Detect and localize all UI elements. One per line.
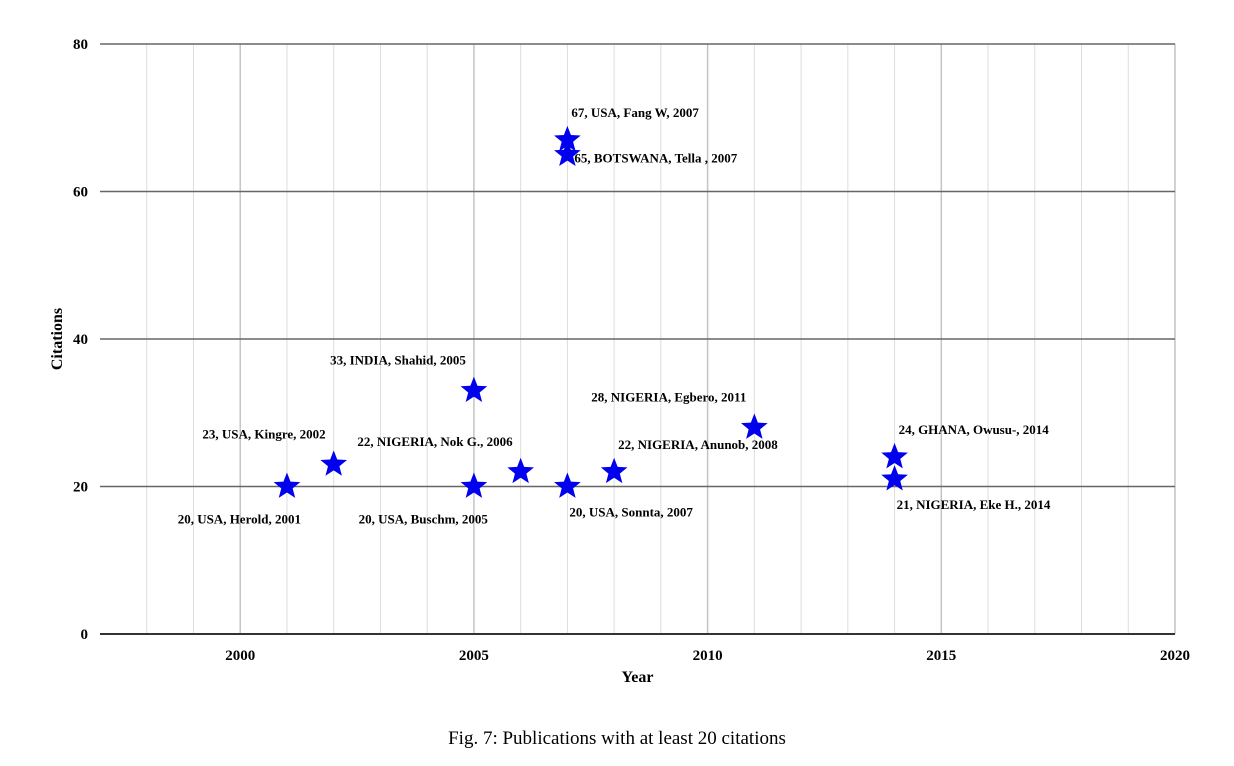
point-label: 21, NIGERIA, Eke H., 2014 — [897, 497, 1051, 512]
point-label: 20, USA, Sonnta, 2007 — [569, 505, 693, 520]
point-label: 33, INDIA, Shahid, 2005 — [330, 353, 466, 368]
star-marker — [600, 457, 628, 484]
point-label: 20, USA, Buschm, 2005 — [359, 512, 489, 527]
point-label: 22, NIGERIA, Anunob, 2008 — [618, 437, 778, 452]
data-points: 20, USA, Herold, 2001 23, USA, Kingre, 20… — [178, 105, 1051, 527]
scatter-chart: 2000 2005 2010 2015 2020 0 20 40 60 80 Year Citat… — [49, 37, 1190, 686]
star-marker — [881, 465, 908, 491]
point-label: 28, NIGERIA, Egbero, 2011 — [591, 390, 746, 405]
x-axis-title: Year — [622, 669, 654, 686]
star-marker — [554, 125, 581, 152]
point-label: 22, NIGERIA, Nok G., 2006 — [357, 434, 513, 449]
star-marker — [273, 472, 301, 498]
point-label: 20, USA, Herold, 2001 — [178, 512, 301, 527]
x-tick-label: 2005 — [459, 648, 489, 664]
point-label: 67, USA, Fang W, 2007 — [571, 105, 699, 120]
y-tick-label: 60 — [73, 185, 88, 201]
y-tick-label: 40 — [73, 332, 88, 348]
tick-labels: 2000 2005 2010 2015 2020 0 20 40 60 80 — [73, 37, 1190, 664]
x-tick-label: 2000 — [225, 648, 255, 664]
star-marker — [881, 443, 908, 469]
star-marker — [460, 376, 488, 402]
x-tick-label: 2015 — [926, 648, 956, 664]
star-marker — [320, 450, 348, 476]
star-marker — [460, 472, 488, 498]
star-marker — [507, 457, 534, 484]
y-tick-label: 80 — [73, 37, 88, 53]
star-marker — [554, 140, 581, 166]
y-tick-label: 20 — [73, 480, 88, 496]
major-gridlines — [100, 43, 1176, 634]
point-label: 23, USA, Kingre, 2002 — [202, 426, 325, 441]
x-tick-label: 2010 — [693, 648, 723, 664]
point-label: 65, BOTSWANA, Tella , 2007 — [574, 151, 737, 166]
y-tick-label: 0 — [81, 627, 89, 643]
point-label: 24, GHANA, Owusu-, 2014 — [899, 422, 1050, 437]
y-axis-title: Citations — [49, 308, 66, 370]
x-tick-label: 2020 — [1160, 648, 1190, 664]
star-marker — [554, 472, 581, 498]
figure-caption: Fig. 7: Publications with at least 20 ci… — [448, 728, 786, 749]
star-marker — [741, 413, 768, 439]
